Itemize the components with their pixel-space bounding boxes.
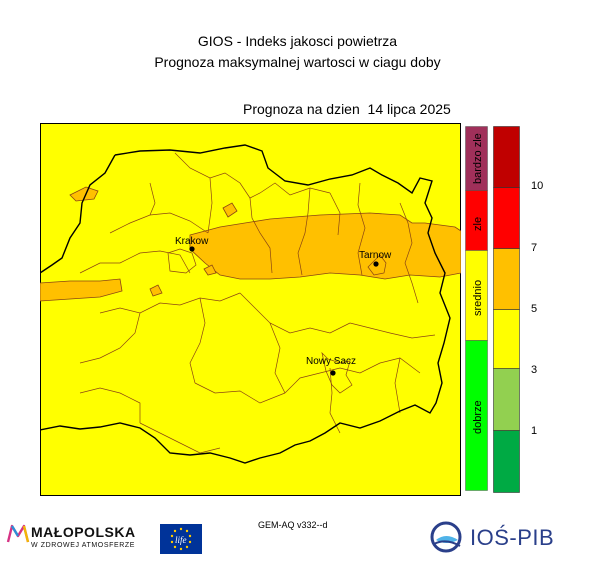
ios-pib-logo-icon — [430, 521, 462, 553]
scale-tick-5: 5 — [531, 303, 538, 315]
city-krakow-label: Krakow — [175, 236, 209, 247]
city-tarnow-label: Tarnow — [359, 250, 392, 261]
category-zle-label: zle — [472, 217, 484, 231]
malopolska-subtitle: W ZDROWEJ ATMOSFERZE — [31, 542, 136, 549]
map-background — [40, 123, 461, 496]
title-line-1: GIOS - Indeks jakosci powietrza — [197, 33, 398, 49]
orange-zone-small-3 — [203, 264, 217, 276]
category-legend: bardzo zle zle srednio dobrze — [465, 126, 488, 491]
model-version: GEM-AQ v332--d — [258, 520, 328, 530]
scale-tick-1: 1 — [531, 425, 538, 437]
scale-tick-10: 10 — [531, 180, 544, 192]
category-bardzo-zle-label: bardzo zle — [472, 133, 484, 184]
city-krakow-marker — [189, 246, 195, 252]
scale-band-very-bad — [493, 126, 520, 188]
city-tarnow: Tarnow — [359, 250, 392, 267]
malopolska-name: MAŁOPOLSKA — [31, 524, 136, 540]
category-srednio-label: srednio — [472, 280, 484, 316]
category-dobrze-label: dobrze — [472, 400, 484, 434]
orange-zone-west — [40, 278, 123, 302]
scale-band-moderate — [493, 309, 520, 369]
voivodeship-border-west — [40, 154, 116, 274]
title-line-2: Prognoza maksymalnej wartosci w ciagu do… — [154, 54, 441, 70]
voivodeship-border — [40, 144, 451, 464]
category-dobrze — [465, 340, 488, 491]
scale-band-very-good — [493, 430, 520, 493]
svg-text:life: life — [175, 535, 187, 545]
orange-zone-small-1 — [222, 202, 238, 218]
scale-tick-7: 7 — [531, 242, 538, 254]
city-nowy-sacz: Nowy Sacz — [306, 356, 356, 376]
colour-scale — [493, 126, 520, 493]
orange-zone-north — [69, 186, 99, 202]
scale-band-sufficient — [493, 248, 520, 310]
city-tarnow-marker — [373, 261, 379, 267]
malopolska-logo-icon — [6, 524, 30, 543]
city-nowy-sacz-label: Nowy Sacz — [306, 356, 356, 367]
forecast-date: Prognoza na dzien 14 lipca 2025 — [243, 101, 451, 117]
scale-band-bad — [493, 187, 520, 249]
city-krakow: Krakow — [175, 236, 209, 252]
scale-tick-3: 3 — [531, 364, 538, 376]
forecast-map: Krakow Tarnow Nowy Sacz — [40, 123, 461, 496]
city-nowy-sacz-marker — [330, 370, 336, 376]
district-boundaries — [79, 152, 436, 454]
scale-band-good — [493, 368, 520, 431]
orange-zone-small-2 — [149, 284, 163, 297]
eu-life-logo-icon: life — [160, 524, 202, 554]
ios-pib-name: IOŚ-PIB — [470, 525, 555, 550]
